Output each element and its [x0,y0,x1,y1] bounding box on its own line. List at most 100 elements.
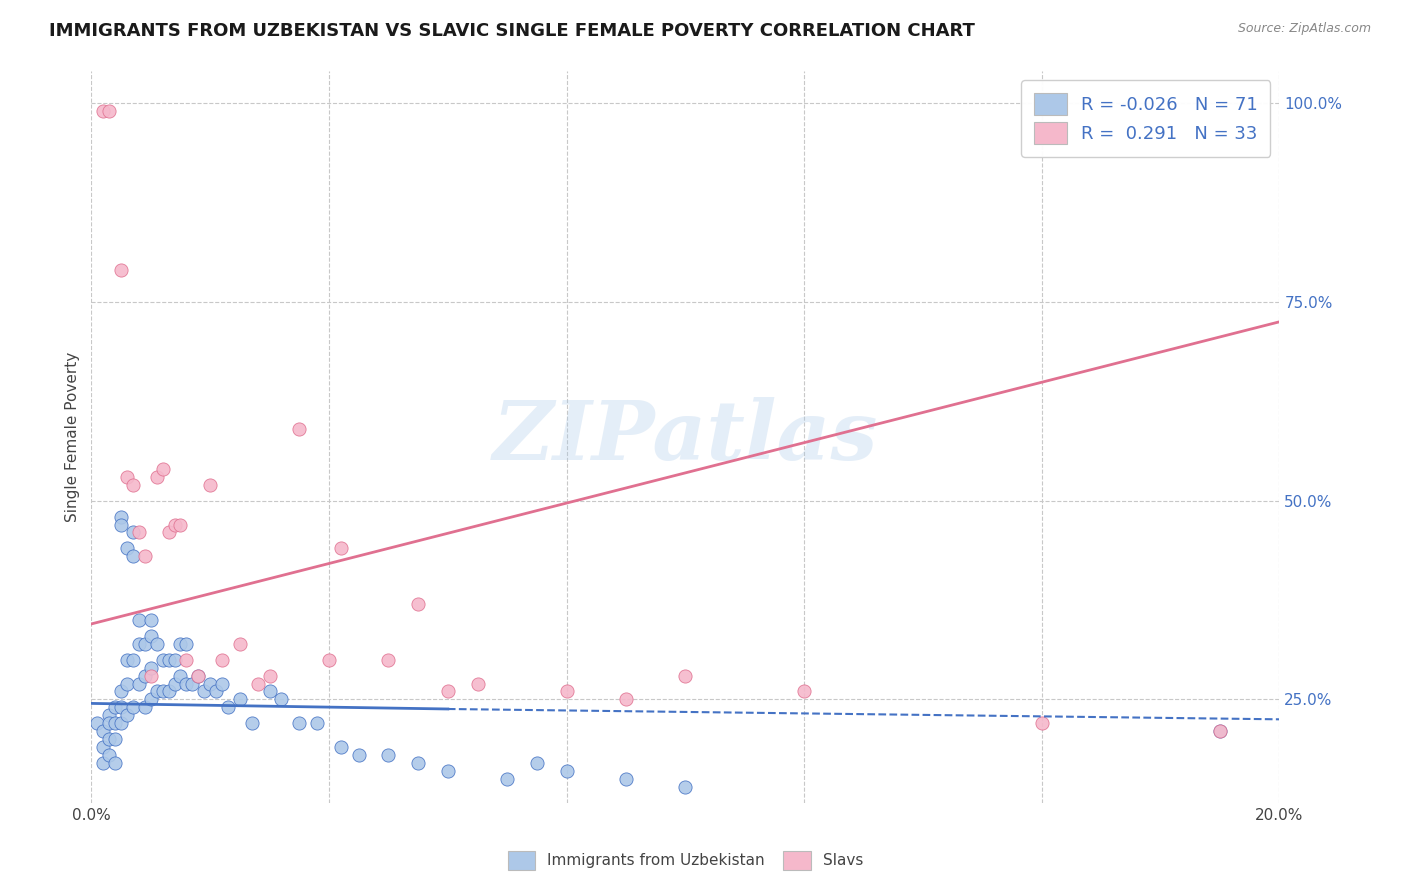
Point [259,684,281,698]
Point [329,740,352,755]
Point [122,653,145,667]
Point [134,700,156,714]
Point [122,700,145,714]
Point [240,716,263,731]
Point [145,684,167,698]
Point [115,470,138,484]
Point [496,772,519,786]
Point [673,668,696,682]
Point [200,477,222,491]
Point [436,764,458,778]
Point [104,700,127,714]
Point [139,668,162,682]
Point [347,748,370,763]
Point [211,653,233,667]
Point [377,748,399,763]
Point [134,637,156,651]
Point [134,549,156,564]
Point [211,676,233,690]
Point [176,637,198,651]
Point [139,613,162,627]
Point [115,541,138,556]
Text: ZIPatlas: ZIPatlas [492,397,879,477]
Point [128,525,150,540]
Point [104,716,127,731]
Point [110,700,132,714]
Point [98,104,121,119]
Point [134,668,156,682]
Point [139,629,162,643]
Point [318,653,340,667]
Point [169,637,191,651]
Point [122,549,145,564]
Point [288,716,311,731]
Point [145,637,167,651]
Point [104,756,127,770]
Point [110,716,132,731]
Point [169,517,191,532]
Point [229,637,252,651]
Point [176,676,198,690]
Point [110,517,132,532]
Point [104,732,127,747]
Point [157,653,180,667]
Point [128,637,150,651]
Point [98,716,121,731]
Point [193,684,215,698]
Point [1209,724,1232,739]
Point [205,684,228,698]
Point [139,692,162,706]
Point [614,772,637,786]
Point [307,716,329,731]
Point [526,756,548,770]
Point [288,422,311,436]
Point [200,676,222,690]
Point [115,676,138,690]
Point [128,676,150,690]
Point [145,470,167,484]
Point [555,684,578,698]
Point [793,684,815,698]
Point [270,692,292,706]
Point [91,740,114,755]
Point [187,668,209,682]
Point [98,732,121,747]
Point [115,708,138,723]
Point [157,684,180,698]
Y-axis label: Single Female Poverty: Single Female Poverty [65,352,80,522]
Point [187,668,209,682]
Point [181,676,204,690]
Point [115,653,138,667]
Point [152,462,174,476]
Point [128,613,150,627]
Point [163,676,186,690]
Point [1209,724,1232,739]
Point [555,764,578,778]
Point [152,684,174,698]
Point [329,541,352,556]
Point [163,653,186,667]
Point [163,517,186,532]
Text: IMMIGRANTS FROM UZBEKISTAN VS SLAVIC SINGLE FEMALE POVERTY CORRELATION CHART: IMMIGRANTS FROM UZBEKISTAN VS SLAVIC SIN… [49,22,976,40]
Point [110,684,132,698]
Point [377,653,399,667]
Point [406,756,429,770]
Point [436,684,458,698]
Point [86,716,108,731]
Point [467,676,489,690]
Point [110,509,132,524]
Point [91,756,114,770]
Point [91,724,114,739]
Point [91,104,114,119]
Text: Source: ZipAtlas.com: Source: ZipAtlas.com [1237,22,1371,36]
Point [217,700,239,714]
Point [614,692,637,706]
Point [673,780,696,794]
Point [176,653,198,667]
Point [122,477,145,491]
Point [169,668,191,682]
Point [259,668,281,682]
Point [98,748,121,763]
Point [246,676,269,690]
Point [229,692,252,706]
